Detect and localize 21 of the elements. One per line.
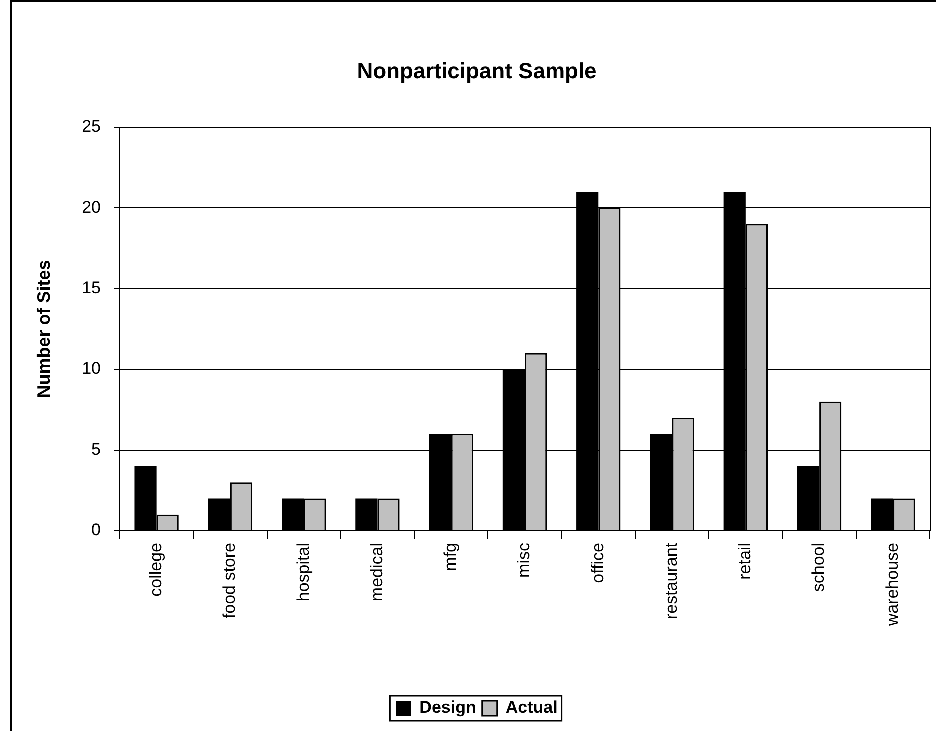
y-tick-label: 20 xyxy=(82,198,101,217)
x-tick-label: misc xyxy=(514,542,534,578)
x-tick-label: college xyxy=(146,543,166,597)
y-tick-label: 25 xyxy=(82,117,101,136)
x-tick-label: food store xyxy=(220,543,240,619)
y-tick-label: 15 xyxy=(82,278,101,298)
x-tick-label: warehouse xyxy=(882,543,902,628)
y-tick-label: 5 xyxy=(92,440,101,459)
y-tick-label: 10 xyxy=(82,359,101,378)
legend-label: Actual xyxy=(506,698,558,718)
x-tick-label: medical xyxy=(367,543,386,602)
legend-label: Design xyxy=(420,698,476,718)
x-tick-label: hospital xyxy=(294,543,313,602)
x-tick-label: restaurant xyxy=(662,542,681,620)
x-tick-label: retail xyxy=(736,543,755,580)
x-tick-label: school xyxy=(809,543,828,592)
y-axis-title: Number of Sites xyxy=(34,260,54,398)
x-tick-label: mfg xyxy=(441,543,460,572)
y-tick-label: 0 xyxy=(92,520,101,540)
chart-title: Nonparticipant Sample xyxy=(357,58,597,84)
x-tick-label: office xyxy=(588,543,608,584)
